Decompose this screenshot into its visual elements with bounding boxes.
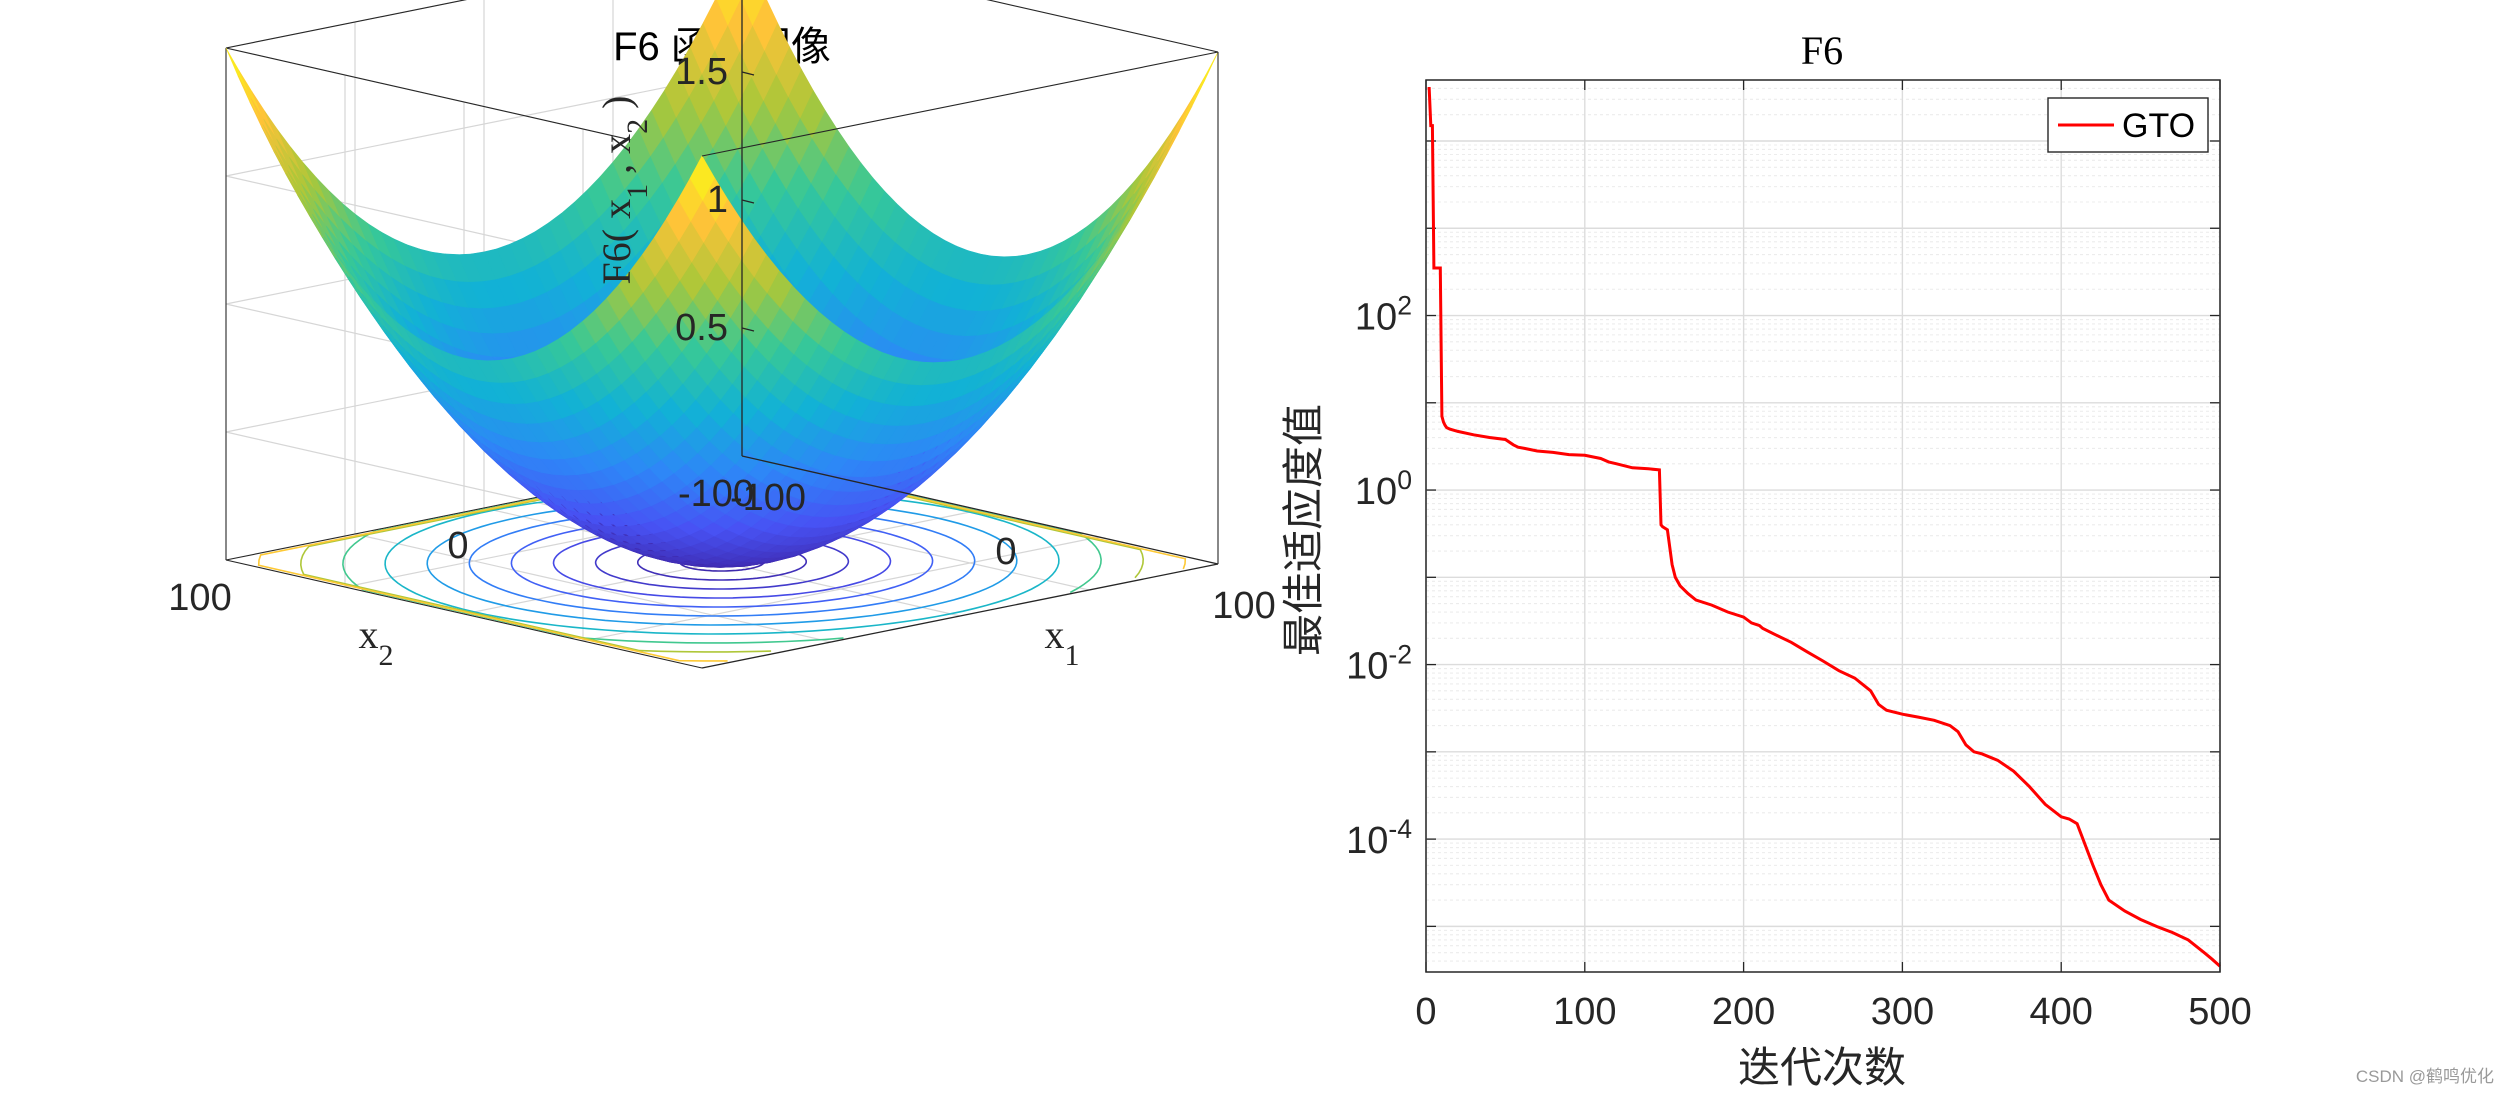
convergence-y-tick-label: 10-4 [1346, 814, 1412, 862]
convergence-chart-tick-labels: 0 100 200 300 400 500 102 100 10-2 10-4 [1346, 291, 2252, 1033]
surface-patch [238, 70, 264, 120]
surface-z-label: F6( x1 , x2 ) [594, 96, 654, 285]
surface-patch [1156, 122, 1182, 169]
surface-x2-axis [701, 563, 1219, 669]
convergence-y-tick-label: 102 [1355, 291, 1412, 339]
surface-x2-label: x2 [359, 612, 394, 672]
convergence-chart-x-label: 迭代次数 [1738, 1046, 1906, 1092]
surface-contour-line [510, 516, 934, 608]
surface-patch [225, 47, 252, 99]
convergence-x-tick-label: 100 [1553, 991, 1616, 1033]
convergence-series-line [1427, 87, 2221, 968]
surface-x1-label: x1 [1045, 612, 1080, 672]
surface-chart-axes [701, 0, 1219, 669]
convergence-chart: F6 0 100 200 300 400 500 102 100 10-2 10-4 GTO 迭代… [1281, 28, 2252, 1092]
surface-x2-tick-label: -100 [678, 473, 754, 515]
surface-x2-tick-label: 100 [168, 577, 231, 619]
surface-z-tick [741, 71, 755, 76]
surface-patch [237, 75, 263, 125]
surface-patch [1145, 133, 1171, 179]
surface-x1-axis [741, 455, 1219, 565]
surface-x1-tick-label: -100 [730, 477, 806, 519]
convergence-y-tick-label: 10-2 [1346, 640, 1412, 688]
convergence-x-tick-label: 300 [1871, 991, 1934, 1033]
watermark-text: CSDN @鹤鸣优化 [2356, 1067, 2494, 1086]
surface-patch [1169, 95, 1195, 143]
convergence-chart-frame [1425, 79, 2221, 973]
surface-chart-mesh [225, 0, 1219, 568]
convergence-x-tick-label: 500 [2188, 991, 2251, 1033]
surface-z-tick [741, 327, 755, 332]
convergence-chart-title: F6 [1801, 28, 1843, 73]
surface-x2-tick-label: 0 [447, 525, 468, 567]
convergence-y-tick-label: 100 [1355, 465, 1412, 513]
surface-contour-line [257, 462, 1187, 662]
surface-z-tick-label: 1.5 [675, 51, 728, 93]
convergence-chart-legend: GTO [2047, 97, 2209, 153]
surface-contour-line [299, 471, 1145, 653]
surface-x1-tick-label: 0 [995, 531, 1016, 573]
surface-x1-tick-label: 100 [1212, 585, 1275, 627]
surface-chart-axis-labels: F6( x1 , x2 ) x1 x2 [359, 96, 1080, 672]
surface-contour-line [426, 498, 1018, 626]
convergence-x-tick-label: 0 [1415, 991, 1436, 1033]
convergence-chart-grid [1425, 79, 2221, 973]
surface-z-tick-label: 0.5 [675, 307, 728, 349]
convergence-chart-y-label: 最佳适应度值 [1281, 404, 1328, 656]
convergence-x-tick-label: 400 [2029, 991, 2092, 1033]
convergence-x-tick-label: 200 [1712, 991, 1775, 1033]
surface-patch [1157, 114, 1183, 162]
surface-patch [1192, 51, 1219, 102]
surface-z-tick [741, 199, 755, 204]
surface-contour-line [468, 507, 976, 617]
surface-box-edge [701, 0, 1219, 157]
surface-z-tick-label: 1 [707, 179, 728, 221]
surface-contour-line [384, 489, 1060, 635]
convergence-legend-label: GTO [2122, 107, 2195, 145]
